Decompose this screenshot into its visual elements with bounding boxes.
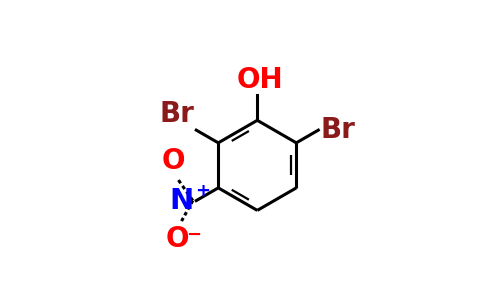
Text: +: + bbox=[196, 182, 211, 200]
Text: Br: Br bbox=[159, 100, 194, 128]
Text: O: O bbox=[166, 225, 190, 253]
Text: O: O bbox=[162, 147, 185, 175]
Text: Br: Br bbox=[320, 116, 355, 144]
Text: OH: OH bbox=[236, 66, 283, 94]
Text: N: N bbox=[170, 187, 194, 214]
Text: −: − bbox=[186, 226, 201, 244]
